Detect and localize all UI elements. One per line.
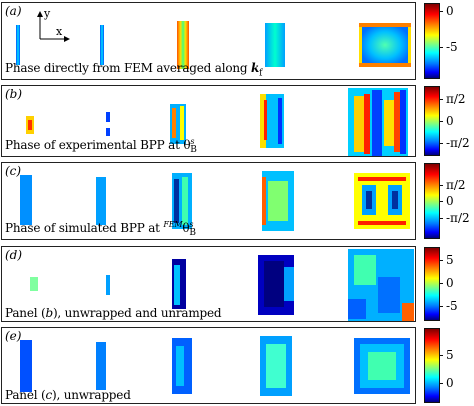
tick-label: 5 bbox=[446, 253, 454, 267]
phase-field-e bbox=[20, 336, 410, 396]
panel-c: (c) Phase of simulated BPP at FEMθsB bbox=[1, 162, 416, 240]
panel-caption: Phase of experimental BPP at θsB bbox=[5, 136, 197, 155]
panel-a: y x (a) Phase directly from FEM averaged… bbox=[1, 2, 416, 80]
axes-orientation-icon bbox=[37, 11, 70, 42]
tick-label: -π/2 bbox=[446, 136, 470, 150]
tick-label: π/2 bbox=[446, 178, 466, 192]
panel-caption: Panel (c), unwrapped bbox=[5, 388, 131, 402]
tick-label: 0 bbox=[446, 276, 454, 290]
axis-y-label: y bbox=[44, 7, 51, 20]
panel-caption: Phase of simulated BPP at FEMθsB bbox=[5, 219, 196, 238]
tick-label: 0 bbox=[446, 376, 454, 390]
phase-field-b bbox=[26, 88, 408, 156]
tick-label: π/2 bbox=[446, 92, 466, 106]
panel-caption: Phase directly from FEM averaged along k… bbox=[5, 60, 263, 78]
colorbar-a bbox=[424, 3, 440, 79]
colorbar-e bbox=[424, 328, 440, 403]
tick-label: -5 bbox=[446, 299, 458, 313]
panel-tag: (d) bbox=[5, 248, 23, 262]
phase-field-d bbox=[30, 249, 414, 321]
panel-e: (e) Panel (c), unwrapped bbox=[1, 327, 416, 404]
tick-label: 5 bbox=[446, 348, 454, 362]
tick-label: 0 bbox=[446, 114, 454, 128]
tick-label: 0 bbox=[446, 4, 454, 18]
panel-tag: (b) bbox=[5, 87, 23, 101]
panel-tag: (e) bbox=[5, 329, 22, 343]
phase-field-c bbox=[20, 171, 410, 231]
tick-label: -π/2 bbox=[446, 211, 470, 225]
panel-d: (d) Panel (b), unwrapped and unramped bbox=[1, 246, 416, 322]
colorbar-b bbox=[424, 86, 440, 156]
panel-caption: Panel (b), unwrapped and unramped bbox=[5, 306, 222, 320]
phase-field-a bbox=[16, 21, 411, 69]
panel-tag: (c) bbox=[5, 164, 22, 178]
panel-tag: (a) bbox=[5, 4, 22, 18]
colorbar-d bbox=[424, 247, 440, 321]
colorbar-c bbox=[424, 163, 440, 239]
axis-x-label: x bbox=[56, 25, 63, 38]
tick-label: -5 bbox=[446, 40, 458, 54]
tick-label: 0 bbox=[446, 194, 454, 208]
panel-b: (b) Phase of experimental BPP at θsB bbox=[1, 85, 416, 157]
